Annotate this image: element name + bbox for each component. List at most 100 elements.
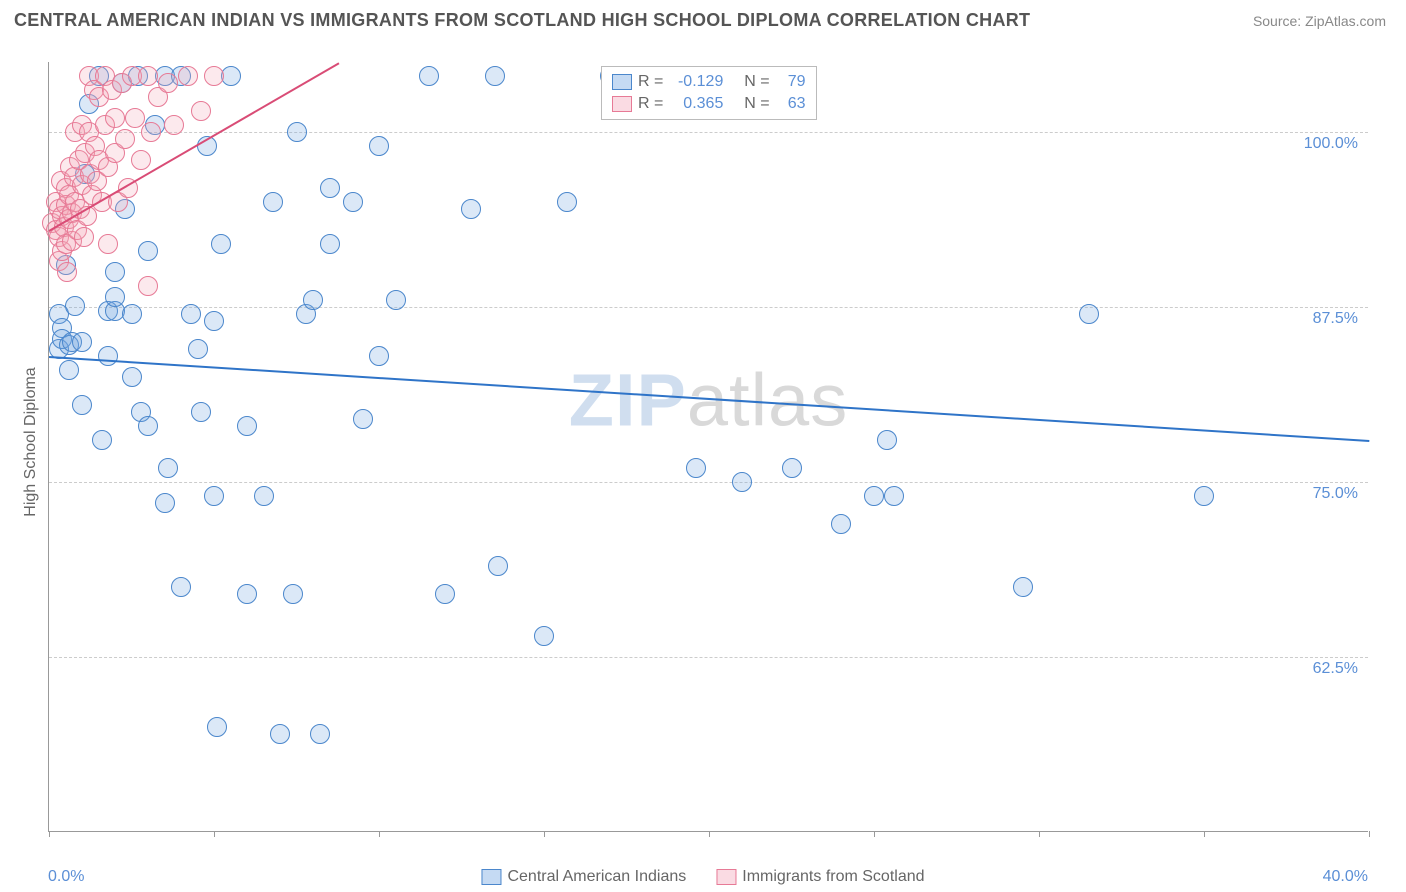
data-point bbox=[164, 115, 184, 135]
data-point bbox=[131, 150, 151, 170]
data-point bbox=[98, 346, 118, 366]
data-point bbox=[138, 241, 158, 261]
data-point bbox=[204, 486, 224, 506]
chart-header: CENTRAL AMERICAN INDIAN VS IMMIGRANTS FR… bbox=[0, 0, 1406, 39]
data-point bbox=[211, 234, 231, 254]
legend-swatch-2 bbox=[716, 869, 736, 885]
data-point bbox=[122, 304, 142, 324]
data-point bbox=[155, 493, 175, 513]
y-tick-label: 62.5% bbox=[1313, 660, 1358, 678]
data-point bbox=[204, 66, 224, 86]
data-point bbox=[386, 290, 406, 310]
n-label: N = bbox=[744, 95, 769, 113]
x-axis-min-label: 0.0% bbox=[48, 868, 84, 886]
data-point bbox=[310, 724, 330, 744]
stats-legend-row: R =-0.129 N =79 bbox=[612, 71, 806, 93]
watermark-zip: ZIP bbox=[569, 359, 687, 442]
data-point bbox=[115, 129, 135, 149]
data-point bbox=[57, 262, 77, 282]
data-point bbox=[65, 296, 85, 316]
data-point bbox=[138, 416, 158, 436]
data-point bbox=[877, 430, 897, 450]
r-value: 0.365 bbox=[669, 95, 723, 113]
data-point bbox=[207, 717, 227, 737]
data-point bbox=[237, 584, 257, 604]
chart-title: CENTRAL AMERICAN INDIAN VS IMMIGRANTS FR… bbox=[14, 10, 1030, 31]
data-point bbox=[72, 332, 92, 352]
legend-swatch bbox=[612, 96, 632, 112]
data-point bbox=[59, 360, 79, 380]
n-value: 79 bbox=[776, 73, 806, 91]
y-tick-label: 100.0% bbox=[1304, 135, 1358, 153]
legend-item-series-1: Central American Indians bbox=[481, 868, 686, 886]
data-point bbox=[191, 402, 211, 422]
data-point bbox=[92, 430, 112, 450]
data-point bbox=[343, 192, 363, 212]
chart-source: Source: ZipAtlas.com bbox=[1253, 13, 1386, 29]
x-axis-max-label: 40.0% bbox=[1323, 868, 1368, 886]
data-point bbox=[283, 584, 303, 604]
y-axis-label: High School Diploma bbox=[22, 367, 40, 516]
data-point bbox=[191, 101, 211, 121]
legend-label-1: Central American Indians bbox=[507, 868, 686, 886]
data-point bbox=[369, 346, 389, 366]
data-point bbox=[1013, 577, 1033, 597]
x-tick bbox=[49, 831, 50, 837]
y-tick-label: 87.5% bbox=[1313, 310, 1358, 328]
data-point bbox=[98, 234, 118, 254]
data-point bbox=[303, 290, 323, 310]
x-tick bbox=[1039, 831, 1040, 837]
bottom-legend: Central American Indians Immigrants from… bbox=[481, 868, 924, 886]
data-point bbox=[158, 458, 178, 478]
data-point bbox=[158, 73, 178, 93]
data-point bbox=[237, 416, 257, 436]
data-point bbox=[782, 458, 802, 478]
data-point bbox=[485, 66, 505, 86]
grid-line bbox=[49, 657, 1368, 658]
data-point bbox=[831, 514, 851, 534]
data-point bbox=[353, 409, 373, 429]
r-label: R = bbox=[638, 73, 663, 91]
plot-area: ZIPatlas 62.5% 75.0% 87.5% 100.0% R = -0.129 … bbox=[48, 62, 1368, 832]
data-point bbox=[178, 66, 198, 86]
x-tick bbox=[214, 831, 215, 837]
legend-swatch-1 bbox=[481, 869, 501, 885]
r-label: R = bbox=[638, 95, 663, 113]
data-point bbox=[1194, 486, 1214, 506]
watermark-atlas: atlas bbox=[687, 359, 848, 442]
data-point bbox=[263, 192, 283, 212]
n-value: 63 bbox=[776, 95, 806, 113]
stats-legend: R = -0.129 N = 79 R = 0.365 N = 63 bbox=[601, 66, 817, 120]
data-point bbox=[171, 577, 191, 597]
y-tick-label: 75.0% bbox=[1313, 485, 1358, 503]
stats-legend-row: R = 0.365 N = 63 bbox=[612, 93, 806, 115]
data-point bbox=[320, 178, 340, 198]
x-tick bbox=[874, 831, 875, 837]
data-point bbox=[141, 122, 161, 142]
r-value: -0.129 bbox=[669, 73, 723, 91]
data-point bbox=[188, 339, 208, 359]
data-point bbox=[534, 626, 554, 646]
data-point bbox=[181, 304, 201, 324]
data-point bbox=[1079, 304, 1099, 324]
data-point bbox=[732, 472, 752, 492]
watermark: ZIPatlas bbox=[569, 358, 848, 443]
data-point bbox=[435, 584, 455, 604]
data-point bbox=[105, 262, 125, 282]
data-point bbox=[270, 724, 290, 744]
x-tick bbox=[379, 831, 380, 837]
data-point bbox=[369, 136, 389, 156]
data-point bbox=[419, 66, 439, 86]
data-point bbox=[864, 486, 884, 506]
data-point bbox=[105, 287, 125, 307]
legend-item-series-2: Immigrants from Scotland bbox=[716, 868, 924, 886]
data-point bbox=[461, 199, 481, 219]
data-point bbox=[138, 66, 158, 86]
chart-wrapper: High School Diploma ZIPatlas 62.5% 75.0% 8… bbox=[0, 42, 1406, 892]
x-tick bbox=[1204, 831, 1205, 837]
data-point bbox=[72, 395, 92, 415]
data-point bbox=[204, 311, 224, 331]
data-point bbox=[488, 556, 508, 576]
x-tick bbox=[709, 831, 710, 837]
data-point bbox=[74, 227, 94, 247]
